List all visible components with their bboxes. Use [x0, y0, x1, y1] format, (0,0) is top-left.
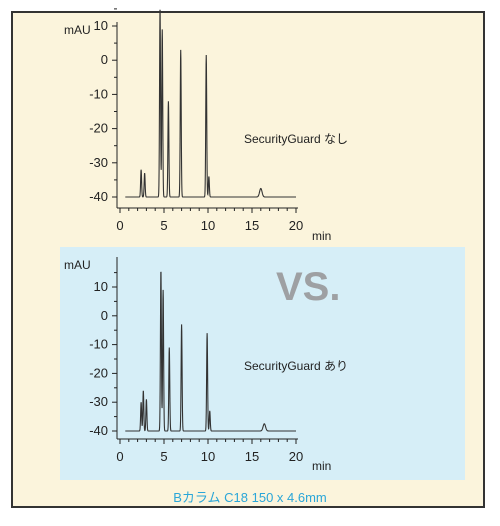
x-axis-label: min [312, 459, 331, 473]
y-tick-label: -40 [89, 423, 108, 438]
column-caption: Bカラム C18 150 x 4.6mm [173, 490, 327, 505]
bottom-panel-background [60, 247, 465, 480]
y-tick-label: -20 [89, 365, 108, 380]
y-tick-label: -10 [89, 86, 108, 101]
chromatogram-bottom: mAU min SecurityGuard あり VS. 10 0 -10 -20 -3… [64, 257, 348, 473]
x-tick-label: 15 [245, 449, 259, 464]
y-tick-label: -40 [89, 189, 108, 204]
y-tick-label: 0 [101, 52, 108, 67]
y-tick-label: -10 [89, 337, 108, 352]
x-tick-label: 10 [201, 449, 215, 464]
x-tick-label: 0 [116, 449, 123, 464]
x-tick-label: 15 [245, 218, 259, 233]
x-tick-label: 10 [201, 218, 215, 233]
chromatogram-trace [125, 271, 296, 432]
chart-annotation: SecurityGuard なし [244, 132, 348, 146]
x-axis-label: min [312, 229, 331, 243]
y-tick-label: 0 [101, 308, 108, 323]
y-axis-label: mAU [64, 258, 91, 272]
y-axis-label: mAU [64, 23, 91, 37]
x-tick-label: 5 [160, 449, 167, 464]
x-tick-label: 20 [289, 218, 303, 233]
chart-annotation: SecurityGuard あり [244, 359, 348, 373]
y-tick-label: -20 [89, 121, 108, 136]
y-tick-label: 10 [94, 279, 108, 294]
x-tick-label: 5 [160, 218, 167, 233]
x-tick-label: 0 [116, 218, 123, 233]
x-tick-label: 20 [289, 449, 303, 464]
chromatogram-trace [125, 9, 296, 198]
y-tick-label: -30 [89, 394, 108, 409]
y-tick-label: 10 [94, 18, 108, 33]
y-tick-label: -30 [89, 155, 108, 170]
chromatogram-top: mAU min SecurityGuard なし 10 0 -10 -20 -30 -40… [64, 8, 348, 243]
vs-label: VS. [276, 265, 340, 309]
